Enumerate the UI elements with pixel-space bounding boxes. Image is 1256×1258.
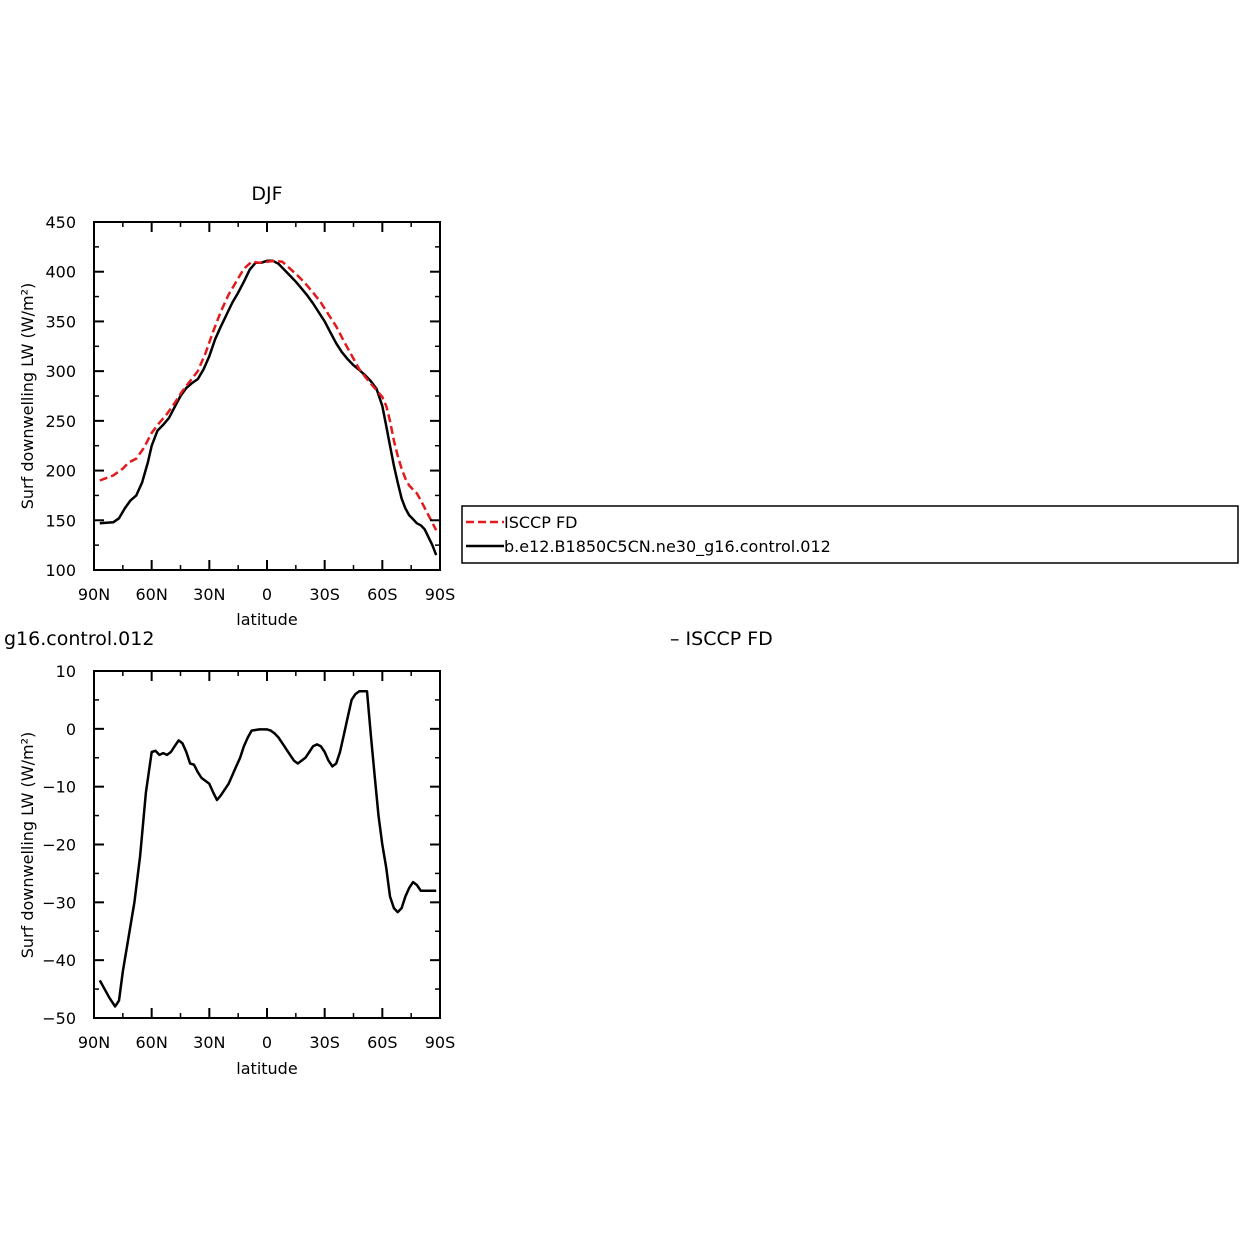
legend: ISCCP FD b.e12.B1850C5CN.ne30_g16.contro… — [461, 505, 1239, 564]
bottom-x-tick-label: 90S — [425, 1033, 456, 1052]
bottom-plot-frame — [93, 670, 441, 1019]
panel-djf: DJF 90N 60N 30N 0 30S 60S 90S 100 150 200 250 300 35… — [18, 183, 455, 629]
bottom-y-axis-label: Surf downwelling LW (W/m²) — [18, 732, 37, 958]
top-series-line-model — [99, 259, 438, 556]
top-series-line-isccp — [99, 259, 438, 531]
bottom-y-tick-label: −10 — [42, 778, 76, 797]
bottom-y-tick-label: −20 — [42, 836, 76, 855]
top-y-tick-label: 200 — [45, 462, 76, 481]
top-x-tick-label: 60S — [367, 585, 398, 604]
top-y-tick-label: 100 — [45, 561, 76, 580]
top-y-tick-label: 150 — [45, 511, 76, 530]
bottom-y-tick-label: −50 — [42, 1009, 76, 1028]
top-y-tick-label: 400 — [45, 263, 76, 282]
top-x-tick-label: 90S — [425, 585, 456, 604]
top-x-tick-label: 60N — [136, 585, 168, 604]
top-x-tick-label: 30S — [309, 585, 340, 604]
bottom-y-tick-label: −30 — [42, 893, 76, 912]
bottom-y-tick-label: 0 — [66, 720, 76, 739]
bottom-chart-title: g16.control.012 — [4, 628, 154, 650]
bottom-chart-subtitle: – ISCCP FD — [670, 628, 773, 650]
top-x-tick-label: 0 — [262, 585, 272, 604]
bottom-x-tick-label: 30N — [193, 1033, 225, 1052]
top-y-axis-label: Surf downwelling LW (W/m²) — [18, 283, 37, 509]
legend-label-model: b.e12.B1850C5CN.ne30_g16.control.012 — [504, 537, 831, 557]
top-axis-ticks: 90N 60N 30N 0 30S 60S 90S 100 150 200 250 300 350 400… — [45, 213, 455, 604]
bottom-y-tick-label: −40 — [42, 951, 76, 970]
legend-label-isccp: ISCCP FD — [504, 513, 577, 532]
bottom-x-tick-label: 60S — [367, 1033, 398, 1052]
bottom-x-axis-label: latitude — [236, 1059, 297, 1078]
bottom-axis-ticks: 90N 60N 30N 0 30S 60S 90S −50 −40 −30 −20 −10 0 10 — [42, 662, 455, 1052]
bottom-x-tick-label: 0 — [262, 1033, 272, 1052]
top-x-tick-label: 30N — [193, 585, 225, 604]
top-y-tick-label: 350 — [45, 312, 76, 331]
top-y-tick-label: 300 — [45, 362, 76, 381]
panel-difference: g16.control.012 – ISCCP FD 90N 60N 30N 0 30S… — [4, 628, 773, 1078]
top-y-tick-label: 450 — [45, 213, 76, 232]
top-y-tick-label: 250 — [45, 412, 76, 431]
bottom-x-tick-label: 60N — [136, 1033, 168, 1052]
bottom-y-tick-label: 10 — [56, 662, 76, 681]
top-x-tick-label: 90N — [78, 585, 110, 604]
legend-box — [461, 505, 1239, 564]
bottom-x-tick-label: 30S — [309, 1033, 340, 1052]
top-plot-frame — [93, 221, 441, 571]
bottom-series-layer — [98, 689, 437, 1008]
bottom-x-tick-label: 90N — [78, 1033, 110, 1052]
bottom-series-line-model — [98, 689, 437, 1008]
top-series-layer — [99, 259, 438, 556]
top-chart-title: DJF — [251, 183, 282, 205]
top-x-axis-label: latitude — [236, 610, 297, 629]
